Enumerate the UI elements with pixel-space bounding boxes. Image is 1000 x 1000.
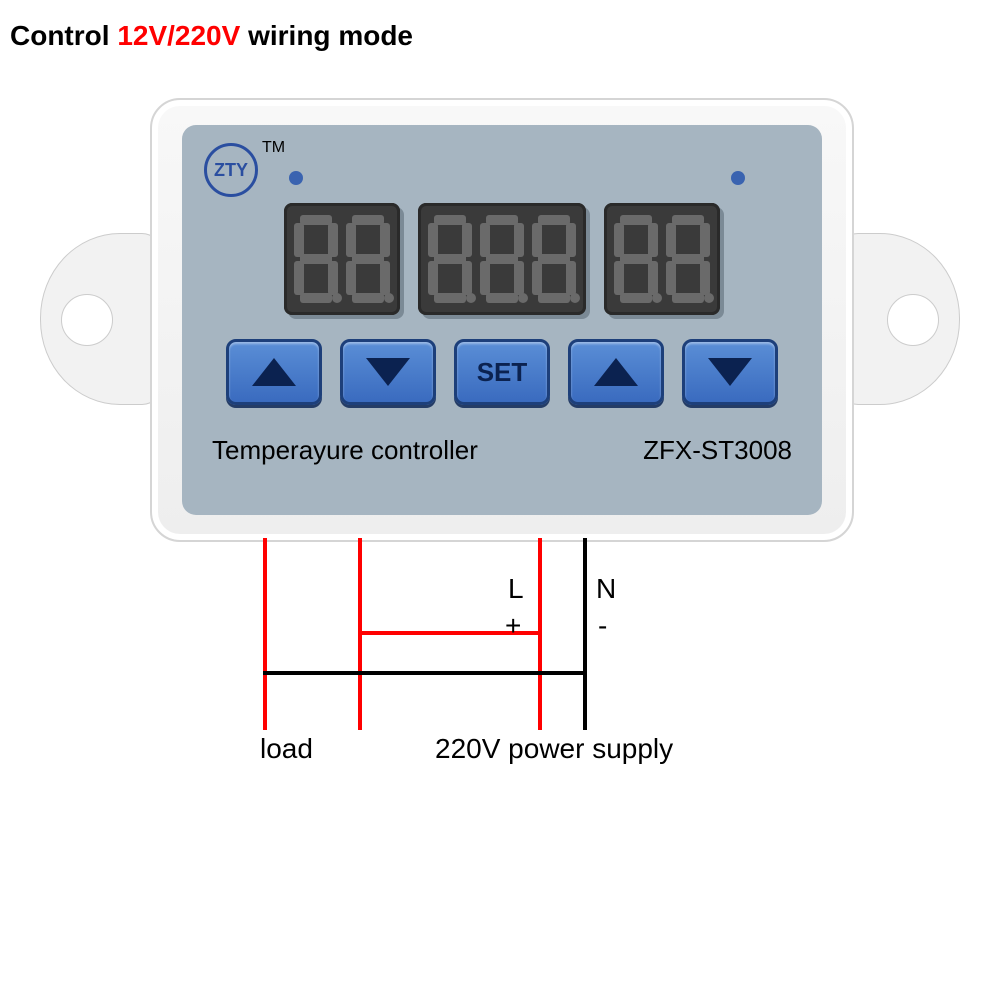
indicator-led-1 xyxy=(289,171,303,185)
front-panel: ZTY TM SET Temperayure controller ZFX-ST… xyxy=(182,125,822,515)
button-row: SET xyxy=(204,339,800,405)
label-load: load xyxy=(260,733,313,765)
device-assembly: ZTY TM SET Temperayure controller ZFX-ST… xyxy=(50,98,950,538)
label-minus: - xyxy=(598,610,607,642)
label-N: N xyxy=(596,573,616,605)
tm-mark: TM xyxy=(262,139,285,157)
product-name: Temperayure controller xyxy=(212,435,478,466)
bottom-label-row: Temperayure controller ZFX-ST3008 xyxy=(204,435,800,466)
up-button-left[interactable] xyxy=(226,339,322,405)
device-body: ZTY TM SET Temperayure controller ZFX-ST… xyxy=(150,98,854,542)
triangle-down-icon xyxy=(708,358,752,386)
wiring-svg xyxy=(0,538,1000,888)
label-supply: 220V power supply xyxy=(435,733,673,765)
logo-row: ZTY TM xyxy=(204,143,800,193)
display-row xyxy=(204,203,800,315)
triangle-up-icon xyxy=(252,358,296,386)
down-button-left[interactable] xyxy=(340,339,436,405)
title-red: 12V/220V xyxy=(117,20,240,51)
up-button-right[interactable] xyxy=(568,339,664,405)
triangle-down-icon xyxy=(366,358,410,386)
display-1 xyxy=(284,203,400,315)
label-plus: + xyxy=(505,610,521,642)
indicator-led-2 xyxy=(731,171,745,185)
down-button-right[interactable] xyxy=(682,339,778,405)
model-number: ZFX-ST3008 xyxy=(643,435,792,466)
display-3 xyxy=(604,203,720,315)
mount-ear-left xyxy=(40,233,162,405)
title-post: wiring mode xyxy=(240,20,413,51)
label-L: L xyxy=(508,573,524,605)
display-2 xyxy=(418,203,586,315)
page-title: Control 12V/220V wiring mode xyxy=(10,20,413,52)
mount-ear-right xyxy=(838,233,960,405)
brand-logo: ZTY xyxy=(204,143,258,197)
wiring-diagram: L N + - load 220V power supply xyxy=(0,538,1000,888)
set-button[interactable]: SET xyxy=(454,339,550,405)
triangle-up-icon xyxy=(594,358,638,386)
title-pre: Control xyxy=(10,20,117,51)
